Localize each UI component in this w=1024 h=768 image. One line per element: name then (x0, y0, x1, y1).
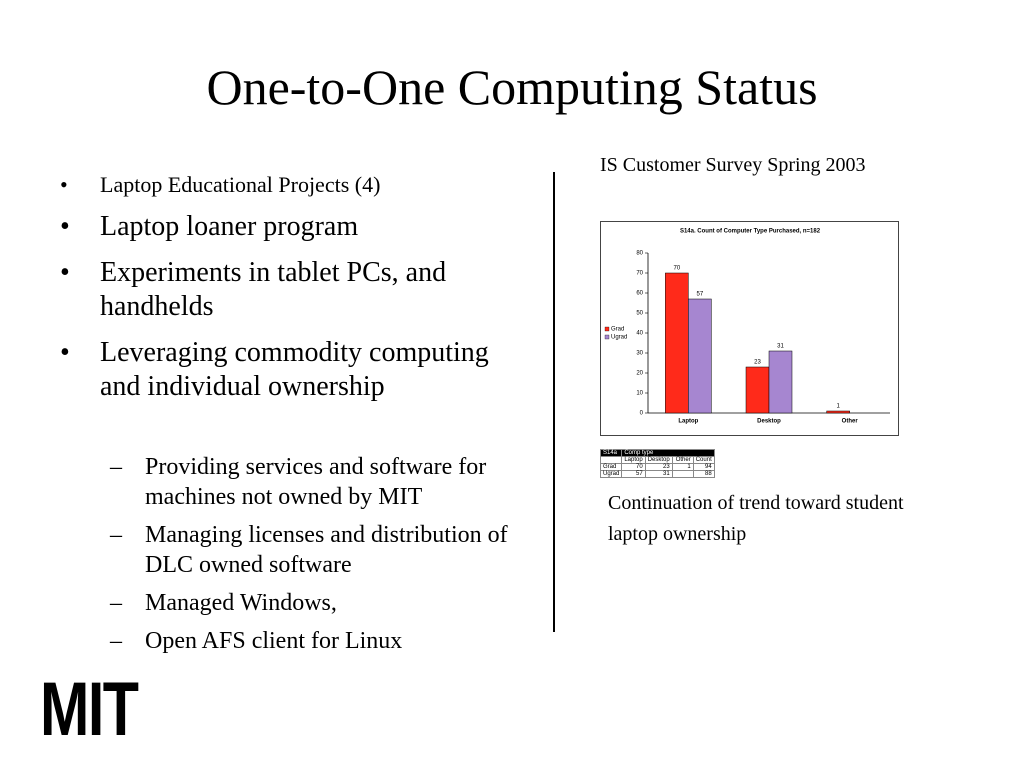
bar (745, 366, 770, 414)
bullet-list: Laptop Educational Projects (4) Laptop lo… (60, 168, 500, 416)
sub-bullet: Open AFS client for Linux (110, 626, 530, 656)
row-header: Grad (599, 463, 623, 471)
sub-bullet-list: Providing services and software for mach… (110, 452, 530, 664)
data-label: 1 (836, 404, 840, 410)
row-header: Ugrad (599, 470, 623, 478)
chart: S14a. Count of Computer Type Purchased, … (600, 221, 899, 436)
legend-swatch (604, 334, 610, 340)
data-label: 57 (696, 292, 703, 298)
table-caption: S14a (599, 449, 623, 457)
legend-swatch (604, 326, 610, 332)
data-table: S14a Comp type Laptop Desktop Other Count Grad… (599, 449, 715, 478)
x-tick-label: Desktop (757, 419, 781, 425)
table-cell: 31 (644, 470, 673, 478)
y-tick-label: 30 (636, 351, 643, 357)
table-row: Grad 70 23 1 94 (599, 463, 715, 471)
table-cell (671, 470, 694, 478)
table-header: S14a Comp type (599, 449, 715, 457)
bullet: Leveraging commodity computing and indiv… (60, 336, 500, 404)
table-row: Ugrad 57 31 88 (599, 470, 715, 478)
bar (768, 350, 793, 414)
logo: MIT (40, 667, 139, 752)
slide-title: One-to-One Computing Status (206, 59, 818, 115)
column-header: Count (692, 456, 715, 464)
column-header: Other (671, 456, 694, 464)
bar (688, 298, 712, 414)
caption: IS Customer Survey Spring 2003 (600, 154, 866, 176)
caption: Continuation of trend toward student lap… (608, 492, 904, 545)
table-row: Laptop Desktop Other Count (599, 456, 715, 464)
data-label: 31 (777, 344, 784, 350)
x-tick-label: Other (842, 419, 859, 425)
data-label: 70 (673, 266, 680, 272)
y-tick-label: 50 (636, 311, 643, 317)
table-cell: 57 (621, 470, 646, 478)
table-cell: 88 (692, 470, 715, 478)
bullet: Laptop loaner program (60, 210, 500, 244)
table-cell: 70 (621, 463, 646, 471)
y-tick-label: 40 (636, 331, 643, 337)
table-cell (599, 456, 623, 464)
x-tick-label: Laptop (678, 419, 698, 425)
bar (826, 410, 850, 414)
table-group: Comp type (621, 449, 715, 457)
table-cell: 1 (671, 463, 694, 471)
divider (553, 172, 555, 632)
legend-label: Grad (611, 327, 624, 333)
sub-bullet: Managed Windows, (110, 588, 530, 618)
bullet: Laptop Educational Projects (4) (60, 168, 500, 202)
y-tick-label: 0 (640, 411, 644, 417)
column-header: Desktop (644, 456, 673, 464)
y-tick-label: 80 (636, 251, 643, 257)
table-cell: 94 (692, 463, 715, 471)
bullet: Experiments in tablet PCs, and handhelds (60, 256, 500, 324)
data-label: 23 (754, 360, 761, 366)
y-tick-label: 60 (636, 291, 643, 297)
sub-bullet: Providing services and software for mach… (110, 452, 530, 512)
y-tick-label: 20 (636, 371, 643, 377)
column-header: Laptop (621, 456, 646, 464)
bar (665, 272, 689, 414)
y-tick-label: 70 (636, 271, 643, 277)
y-tick-label: 10 (636, 391, 643, 397)
legend-label: Ugrad (611, 335, 627, 341)
sub-bullet: Managing licenses and distribution of DL… (110, 520, 530, 580)
table-cell: 23 (644, 463, 673, 471)
chart-title: S14a. Count of Computer Type Purchased, … (680, 229, 821, 235)
